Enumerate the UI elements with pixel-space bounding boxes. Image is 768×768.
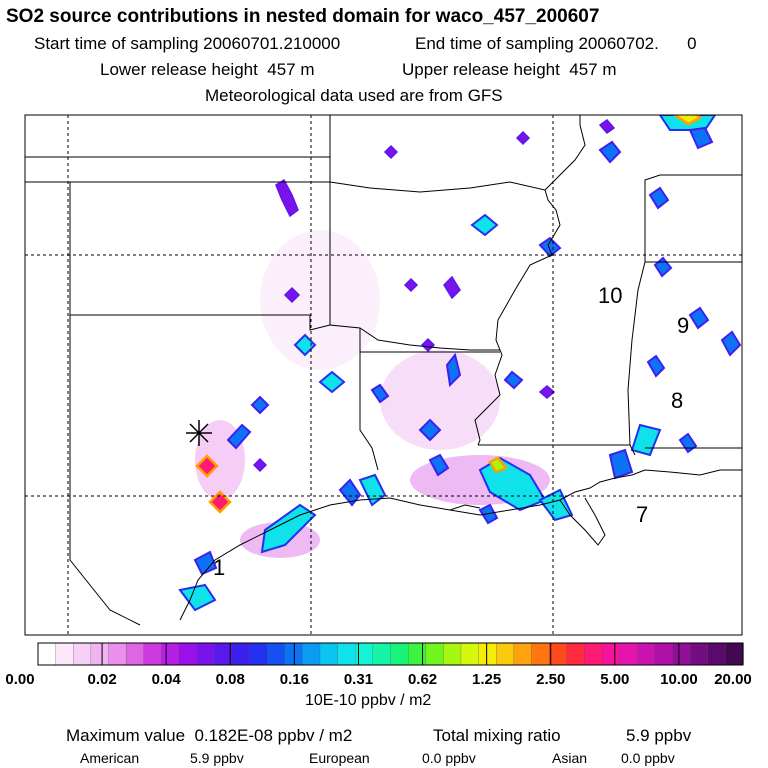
state-boundary <box>478 444 636 456</box>
region-asian-value: 0.0 ppbv <box>621 750 675 766</box>
colorbar-tick-label: 0.31 <box>344 671 373 688</box>
coastline <box>559 497 606 546</box>
colorbar-swatch <box>73 642 92 666</box>
region-american-name: American <box>80 750 140 766</box>
state-boundary <box>69 315 141 626</box>
plume-patch <box>380 350 500 450</box>
region-european-name: European <box>309 750 370 766</box>
plume-patch <box>260 230 380 370</box>
colorbar-swatch <box>90 642 110 666</box>
colorbar-tick-label: 0.62 <box>408 671 437 688</box>
state-boundary <box>329 182 500 351</box>
colorbar-swatch <box>266 642 286 666</box>
colorbar-swatch <box>478 642 497 666</box>
region-asian-name: Asian <box>552 750 588 766</box>
colorbar-swatch <box>196 642 215 666</box>
colorbar-swatch <box>125 642 145 666</box>
colorbar-swatch <box>496 642 515 666</box>
sampling-start: Start time of sampling 20060701.210000 <box>34 34 341 53</box>
colorbar-swatch <box>460 642 480 666</box>
met-data-source: Meteorological data used are from GFS <box>205 86 503 105</box>
hotspot-high <box>195 115 703 514</box>
colorbar-swatch <box>249 642 268 666</box>
colorbar-swatch <box>531 642 550 666</box>
colorbar-tick-label: 0.04 <box>152 671 182 688</box>
graticule <box>25 115 742 635</box>
upper-release-height: Upper release height 457 m <box>402 60 617 79</box>
state-boundary <box>544 115 586 191</box>
colorbar-swatch <box>390 642 409 666</box>
maximum-value: Maximum value 0.182E-08 ppbv / m2 <box>66 726 353 745</box>
colorbar-swatch <box>337 642 356 666</box>
lower-release-height: Lower release height 457 m <box>100 60 315 79</box>
hotspot-blue <box>193 126 742 576</box>
colorbar <box>37 642 744 666</box>
colorbar-swatch <box>37 642 57 666</box>
colorbar-swatch <box>214 642 233 666</box>
colorbar-units: 10E-10 ppbv / m2 <box>305 692 432 709</box>
colorbar-swatch <box>425 642 445 666</box>
colorbar-swatch <box>407 642 427 666</box>
colorbar-tick-label: 0.02 <box>87 671 116 688</box>
colorbar-swatch <box>584 642 603 666</box>
colorbar-swatch <box>601 642 621 666</box>
map-frame <box>24 114 743 636</box>
coastline <box>179 469 742 621</box>
chart-title: SO2 source contributions in nested domai… <box>6 6 600 27</box>
region-label: 9 <box>677 313 689 338</box>
state-boundary <box>644 174 742 262</box>
colorbar-swatch <box>108 642 127 666</box>
hotspot-violet <box>252 118 616 473</box>
colorbar-tick-label: 1.25 <box>472 671 501 688</box>
colorbar-swatch <box>637 642 656 666</box>
colorbar-tick-label: 5.00 <box>600 671 629 688</box>
colorbar-swatch <box>284 642 304 666</box>
colorbar-tick-label: 10.00 <box>660 671 698 688</box>
region-label: 8 <box>671 388 683 413</box>
total-mixing-ratio-label: Total mixing ratio <box>433 726 561 745</box>
state-boundary <box>329 181 561 446</box>
colorbar-swatch <box>143 642 163 666</box>
region-label: 10 <box>598 283 622 308</box>
region-label: 1 <box>213 555 225 580</box>
colorbar-swatch <box>161 642 180 666</box>
state-boundary <box>69 182 331 331</box>
colorbar-swatch <box>178 642 198 666</box>
map-figure: 1 7 8 9 10 0.00 0.02 0.04 0.08 0.16 0.31 0.62 1… <box>5 114 752 688</box>
colorbar-swatch <box>725 642 744 666</box>
sampling-end: End time of sampling 20060702. 0 <box>415 34 697 53</box>
colorbar-swatch <box>689 642 709 666</box>
colorbar-swatch <box>302 642 321 666</box>
region-european-value: 0.0 ppbv <box>422 750 476 766</box>
region-american-value: 5.9 ppbv <box>190 750 244 766</box>
source-asterisk <box>186 420 212 446</box>
boundaries <box>25 115 742 626</box>
colorbar-swatch <box>319 642 339 666</box>
concentration-field <box>178 115 742 612</box>
colorbar-swatch <box>55 642 74 666</box>
colorbar-swatch <box>707 642 727 666</box>
colorbar-swatch <box>231 642 251 666</box>
coastline <box>449 504 481 511</box>
colorbar-swatch <box>619 642 638 666</box>
colorbar-swatch <box>672 642 691 666</box>
state-boundary <box>359 352 379 471</box>
colorbar-swatch <box>548 642 568 666</box>
state-boundary <box>627 261 742 446</box>
colorbar-swatch <box>443 642 462 666</box>
colorbar-tick-label: 20.00 <box>714 671 752 688</box>
colorbar-swatch <box>372 642 392 666</box>
colorbar-swatch <box>513 642 533 666</box>
colorbar-swatch <box>566 642 586 666</box>
colorbar-tick-label: 2.50 <box>536 671 565 688</box>
total-mixing-ratio-value: 5.9 ppbv <box>626 726 692 745</box>
colorbar-tick-label: 0.08 <box>216 671 245 688</box>
colorbar-tick-label: 0.16 <box>280 671 309 688</box>
colorbar-tick-label: 0.00 <box>5 671 34 688</box>
colorbar-swatch <box>654 642 674 666</box>
state-boundary <box>25 115 331 183</box>
region-label: 7 <box>636 502 648 527</box>
